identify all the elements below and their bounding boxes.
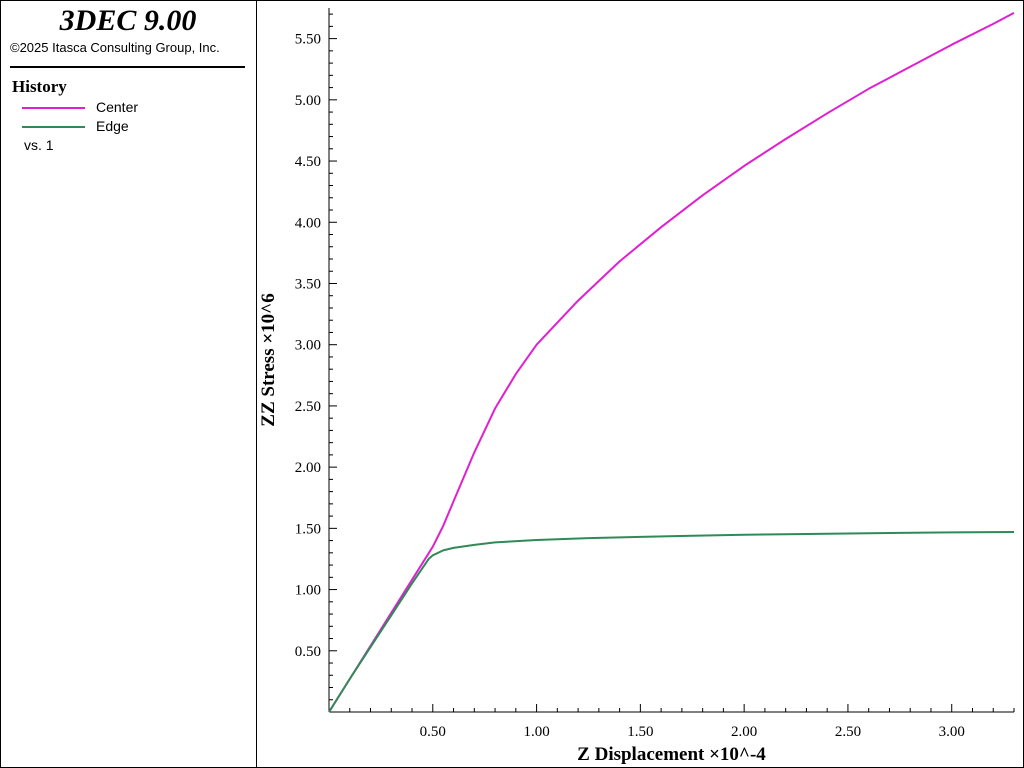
x-tick-label: 1.50 xyxy=(627,724,653,740)
legend-swatch-center xyxy=(22,107,85,109)
title-divider xyxy=(10,66,245,68)
y-tick-label: 5.50 xyxy=(295,32,321,48)
y-tick-label: 2.50 xyxy=(295,399,321,415)
legend-heading: History xyxy=(12,77,67,96)
legend-label-center: Center xyxy=(96,99,139,115)
y-tick-label: 0.50 xyxy=(295,644,321,660)
y-tick-label: 1.00 xyxy=(295,583,321,599)
y-tick-label: 2.00 xyxy=(295,460,321,476)
x-axis-title: Z Displacement ×10^-4 xyxy=(577,744,766,765)
y-tick-label: 3.00 xyxy=(295,338,321,354)
legend-swatch-edge xyxy=(22,126,85,128)
y-tick-label: 1.50 xyxy=(295,521,321,537)
series-line-center xyxy=(328,12,1015,713)
y-tick-label: 5.00 xyxy=(295,93,321,109)
vs-label: vs. 1 xyxy=(24,137,54,153)
x-tick-label: 1.00 xyxy=(523,724,549,740)
x-tick-label: 2.50 xyxy=(835,724,861,740)
copyright-text: ©2025 Itasca Consulting Group, Inc. xyxy=(10,40,220,55)
y-tick-label: 4.00 xyxy=(295,215,321,231)
y-tick-label: 3.50 xyxy=(295,276,321,292)
series-line-edge xyxy=(328,531,1015,713)
legend-panel: 3DEC 9.00 ©2025 Itasca Consulting Group,… xyxy=(0,0,256,768)
y-axis-title: ZZ Stress ×10^6 xyxy=(258,293,279,426)
legend-label-edge: Edge xyxy=(96,118,129,134)
x-tick-label: 2.00 xyxy=(731,724,757,740)
x-tick-label: 3.00 xyxy=(939,724,965,740)
app-title: 3DEC 9.00 xyxy=(59,4,197,37)
y-tick-label: 4.50 xyxy=(295,154,321,170)
panel-divider xyxy=(256,0,257,768)
x-tick-label: 0.50 xyxy=(420,724,446,740)
